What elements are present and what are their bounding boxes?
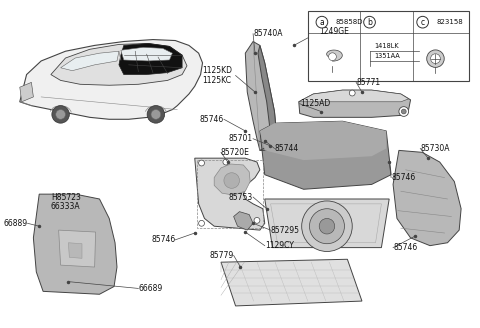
Circle shape	[151, 110, 161, 119]
Polygon shape	[260, 121, 391, 189]
Circle shape	[364, 16, 375, 28]
Text: 66333A: 66333A	[51, 202, 81, 211]
Polygon shape	[59, 230, 96, 267]
Circle shape	[302, 201, 352, 252]
Circle shape	[224, 173, 240, 188]
Text: 85746: 85746	[391, 173, 415, 182]
Text: 85740A: 85740A	[253, 29, 283, 38]
Text: 85753: 85753	[229, 193, 253, 201]
Circle shape	[223, 159, 229, 165]
Circle shape	[427, 50, 444, 67]
Polygon shape	[20, 40, 203, 119]
Circle shape	[147, 106, 165, 123]
Circle shape	[52, 106, 69, 123]
Circle shape	[401, 109, 406, 114]
Text: 85771: 85771	[356, 78, 380, 87]
Polygon shape	[60, 51, 119, 71]
Circle shape	[199, 160, 204, 166]
Text: 823158: 823158	[436, 19, 463, 25]
Text: 85744: 85744	[275, 144, 299, 153]
Polygon shape	[119, 43, 182, 74]
Circle shape	[199, 220, 204, 226]
Polygon shape	[258, 45, 276, 151]
Circle shape	[349, 90, 355, 96]
Polygon shape	[68, 243, 82, 258]
Text: 66889: 66889	[3, 219, 27, 228]
Polygon shape	[260, 121, 386, 160]
Polygon shape	[393, 151, 461, 246]
Text: 1125KD: 1125KD	[203, 66, 232, 75]
Circle shape	[56, 110, 65, 119]
Polygon shape	[326, 50, 342, 61]
Circle shape	[319, 218, 335, 234]
Text: b: b	[367, 18, 372, 27]
Polygon shape	[299, 90, 410, 117]
Circle shape	[254, 217, 260, 223]
Text: 1125KC: 1125KC	[203, 76, 231, 85]
Text: 85746: 85746	[151, 235, 175, 244]
Text: 85720E: 85720E	[221, 148, 250, 157]
Text: 85858D: 85858D	[336, 19, 363, 25]
Polygon shape	[214, 164, 250, 195]
Polygon shape	[234, 212, 253, 230]
Polygon shape	[20, 82, 34, 102]
Text: 85779: 85779	[209, 251, 234, 260]
Polygon shape	[195, 158, 265, 230]
Polygon shape	[34, 194, 117, 294]
Text: 66689: 66689	[138, 284, 163, 293]
Circle shape	[316, 16, 328, 28]
Circle shape	[328, 53, 336, 61]
Text: H85723: H85723	[51, 193, 81, 201]
Text: c: c	[420, 18, 425, 27]
Polygon shape	[121, 47, 172, 61]
Text: 85730A: 85730A	[420, 144, 450, 153]
Circle shape	[310, 209, 345, 244]
Text: a: a	[320, 18, 324, 27]
Polygon shape	[51, 43, 187, 85]
Polygon shape	[245, 42, 276, 151]
Text: 1418LK: 1418LK	[374, 43, 399, 49]
Text: 857295: 857295	[271, 226, 300, 235]
Polygon shape	[221, 259, 362, 306]
Text: 1129CY: 1129CY	[265, 241, 294, 250]
Circle shape	[431, 54, 440, 64]
Text: 1249GE: 1249GE	[319, 27, 349, 36]
Polygon shape	[299, 90, 408, 102]
Circle shape	[399, 107, 408, 116]
Text: 85746: 85746	[393, 243, 417, 252]
Circle shape	[417, 16, 429, 28]
Text: 1125AD: 1125AD	[300, 99, 330, 108]
Text: 1351AA: 1351AA	[374, 53, 400, 59]
Polygon shape	[265, 199, 389, 248]
Polygon shape	[308, 11, 469, 81]
Text: 85701: 85701	[229, 134, 253, 143]
Text: 85746: 85746	[200, 115, 224, 124]
